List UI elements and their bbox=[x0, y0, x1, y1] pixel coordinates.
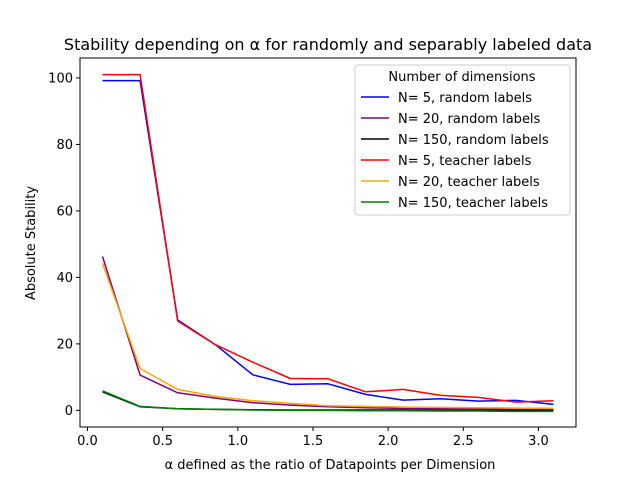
y-tick-label: 60 bbox=[56, 204, 73, 219]
x-axis: 0.0 0.5 1.0 1.5 2.0 2.5 3.0 bbox=[77, 427, 549, 449]
x-tick-label: 0.5 bbox=[152, 434, 173, 449]
y-tick-label: 0 bbox=[65, 404, 73, 419]
legend-item-label: N= 20, random labels bbox=[398, 112, 541, 127]
y-tick-label: 20 bbox=[56, 337, 73, 352]
x-tick-label: 0.0 bbox=[77, 434, 98, 449]
legend-item-label: N= 20, teacher labels bbox=[398, 175, 540, 190]
legend-box bbox=[354, 64, 571, 216]
series-line-4 bbox=[102, 73, 554, 403]
x-axis-title: α defined as the ratio of Datapoints per… bbox=[165, 458, 496, 473]
legend-item-label: N= 5, random labels bbox=[398, 91, 532, 106]
legend: Number of dimensions N= 5, random labels… bbox=[354, 64, 571, 216]
series-line-5 bbox=[101, 263, 554, 410]
y-tick-label: 40 bbox=[56, 271, 73, 286]
legend-title: Number of dimensions bbox=[388, 70, 535, 85]
x-tick-label: 3.0 bbox=[528, 434, 549, 449]
legend-item-label: N= 150, random labels bbox=[398, 133, 549, 148]
legend-item-label: N= 150, teacher labels bbox=[398, 196, 548, 211]
legend-item-label: N= 5, teacher labels bbox=[398, 154, 532, 169]
y-tick-label: 100 bbox=[48, 71, 73, 86]
y-axis: 0 20 40 60 80 100 bbox=[48, 71, 80, 419]
x-tick-label: 1.0 bbox=[227, 434, 248, 449]
x-tick-label: 2.0 bbox=[378, 434, 399, 449]
y-tick-label: 80 bbox=[56, 138, 73, 153]
x-tick-label: 1.5 bbox=[303, 434, 324, 449]
series-lines bbox=[101, 73, 554, 413]
series-line-6 bbox=[102, 390, 554, 413]
plot-area bbox=[79, 57, 577, 428]
chart-title: Stability depending on α for randomly an… bbox=[64, 35, 592, 54]
y-axis-title: Absolute Stability bbox=[24, 186, 39, 300]
series-line-2 bbox=[101, 256, 554, 411]
x-tick-label: 2.5 bbox=[453, 434, 474, 449]
